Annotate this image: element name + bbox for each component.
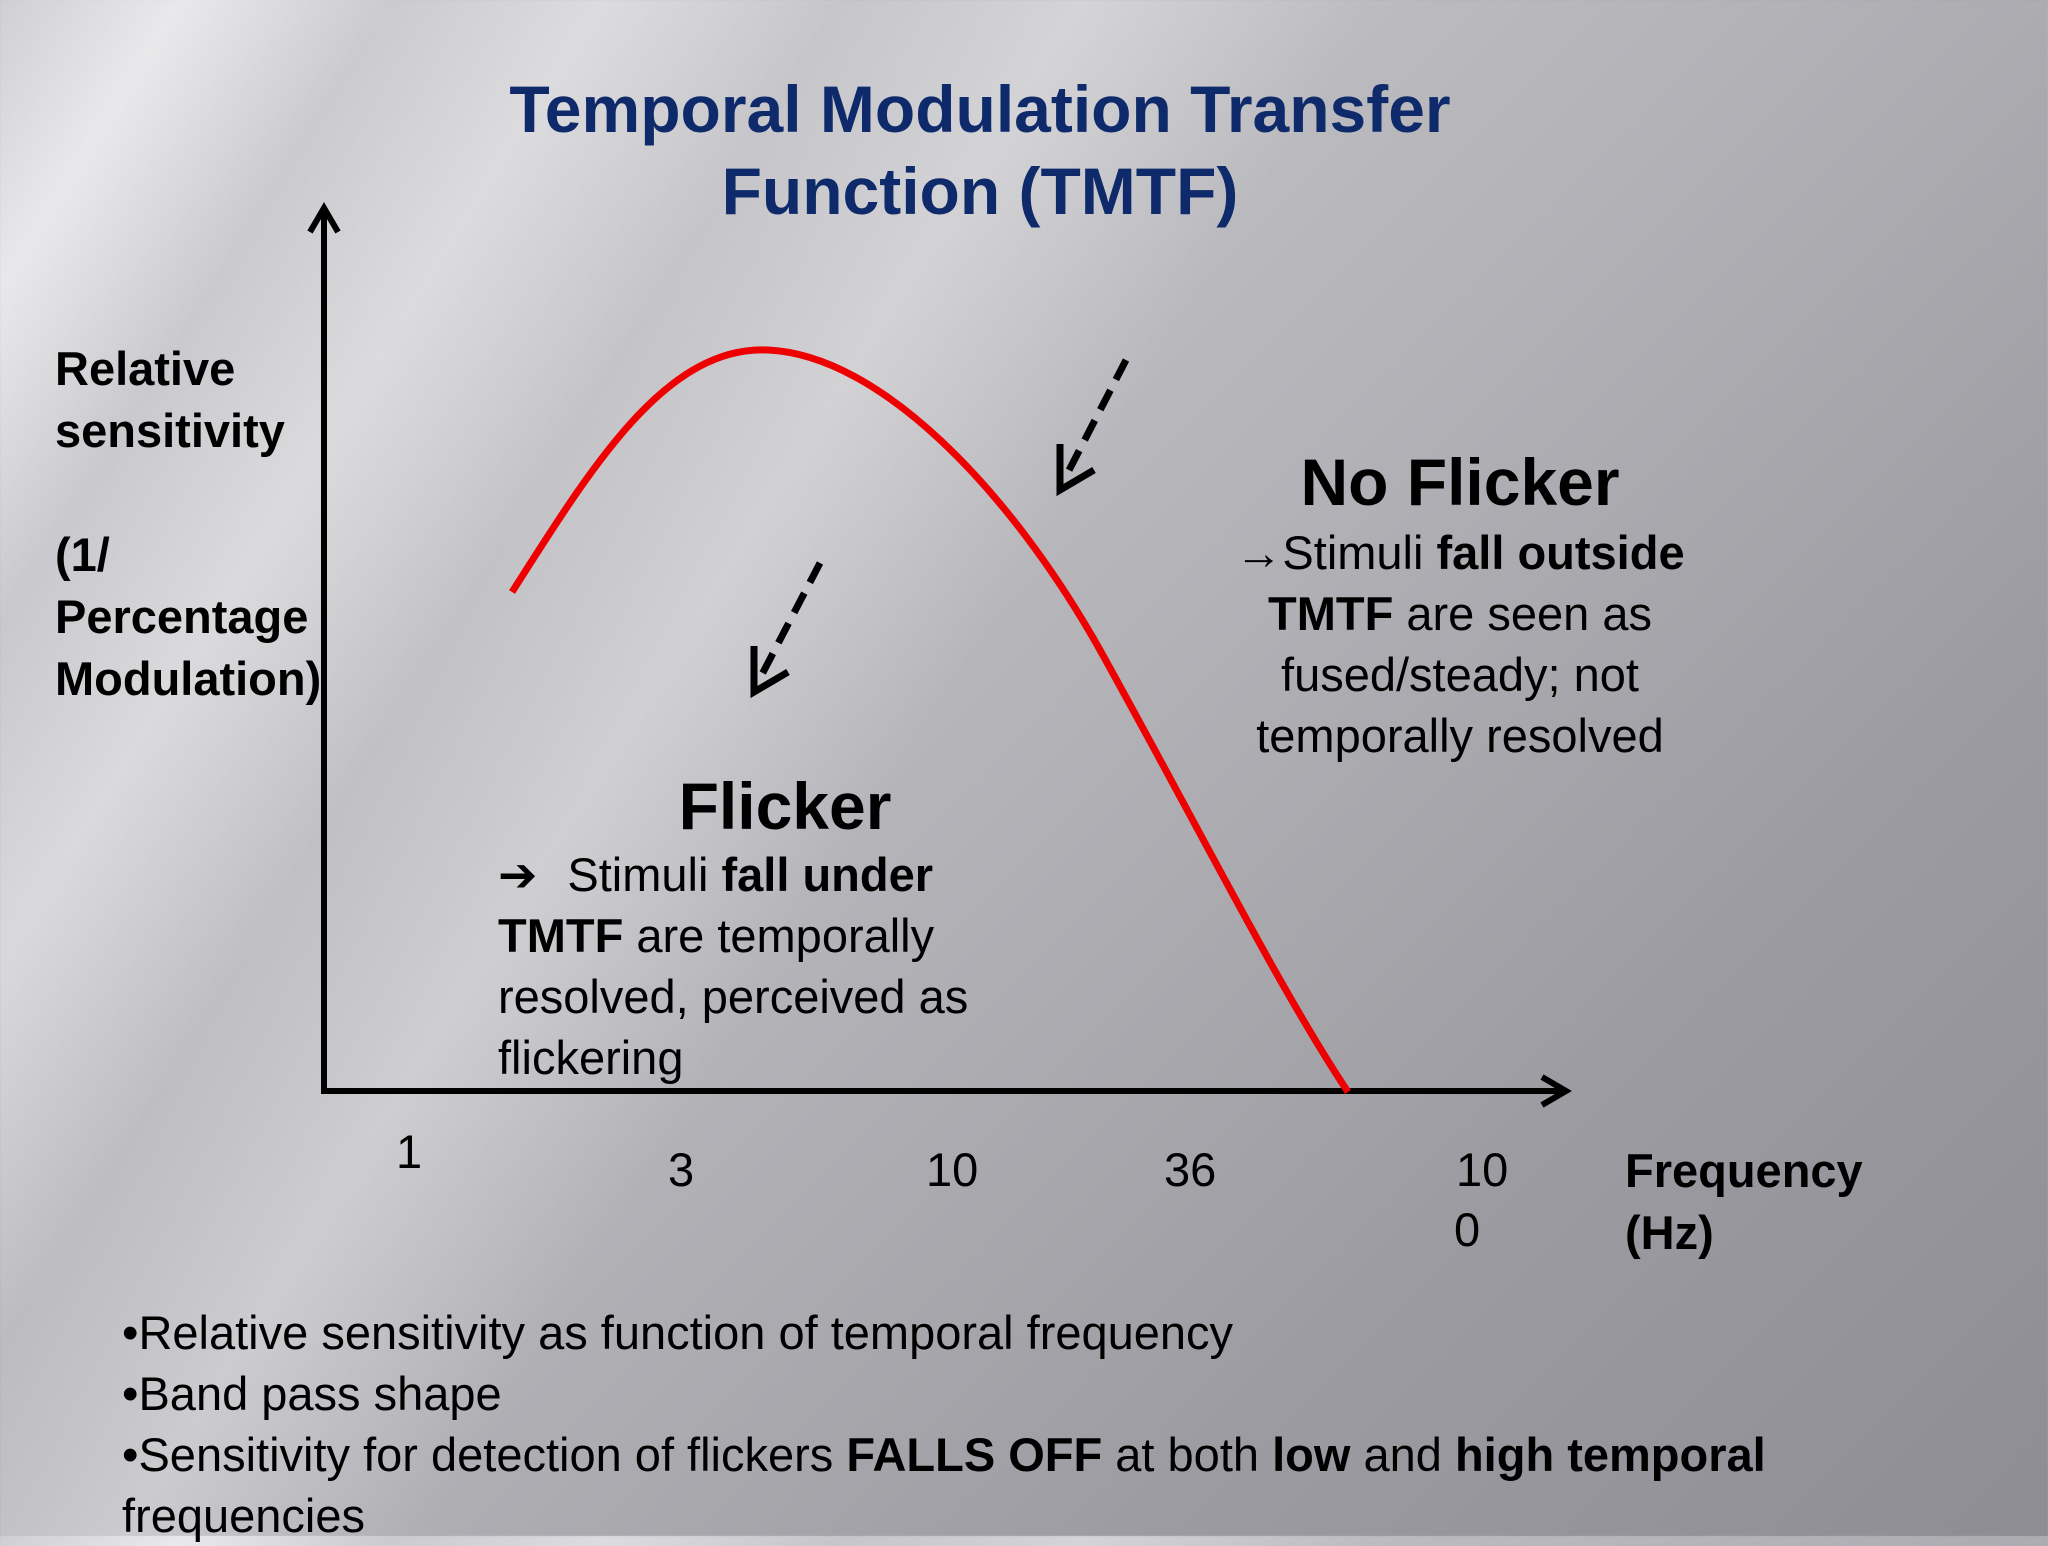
- bullet-list: •Relative sensitivity as function of tem…: [122, 1302, 2022, 1546]
- flicker-description: ➔ Stimuli fall under TMTF are temporally …: [498, 848, 969, 1084]
- title-line-2: Function (TMTF): [721, 154, 1239, 228]
- title-line-1: Temporal Modulation Transfer: [509, 72, 1451, 146]
- x-tick-36: 36: [1164, 1143, 1217, 1196]
- dashed-arrow-no-flicker: [1056, 358, 1130, 497]
- no-flicker-arrow: →: [1235, 526, 1283, 579]
- y-axis: [307, 202, 341, 1092]
- flicker-arrow: ➔: [498, 848, 538, 901]
- no-flicker-description: →Stimuli fall outside TMTF are seen as f…: [1235, 526, 1685, 762]
- bullet-3-continued: frequencies: [122, 1489, 365, 1542]
- bullet-3: •Sensitivity for detection of flickers F…: [122, 1428, 1766, 1481]
- x-tick-100-part-2: 0: [1454, 1203, 1481, 1256]
- y-axis-label: Relative sensitivity (1/ Percentage Modu…: [55, 338, 321, 710]
- x-tick-3: 3: [668, 1143, 695, 1196]
- no-flicker-title: No Flicker: [1300, 445, 1620, 519]
- y-label-line-3: (1/: [55, 528, 110, 581]
- x-tick-100-part-1: 10: [1456, 1143, 1509, 1196]
- x-label-line-2: (Hz): [1625, 1206, 1714, 1259]
- y-label-line-2: sensitivity: [55, 404, 285, 457]
- x-axis: [321, 1074, 1572, 1108]
- y-label-line-4: Percentage: [55, 590, 309, 643]
- dashed-arrow-flicker: [750, 561, 824, 699]
- x-axis-label: Frequency (Hz): [1625, 1140, 1863, 1264]
- y-label-line-1: Relative: [55, 342, 236, 395]
- bullet-2: •Band pass shape: [122, 1367, 502, 1420]
- slide-title: Temporal Modulation Transfer Function (T…: [380, 68, 1580, 232]
- flicker-title: Flicker: [678, 769, 892, 843]
- x-tick-1: 1: [396, 1125, 423, 1178]
- x-tick-10: 10: [926, 1143, 979, 1196]
- bullet-1: •Relative sensitivity as function of tem…: [122, 1306, 1234, 1359]
- x-label-line-1: Frequency: [1625, 1144, 1863, 1197]
- tmtf-curve: [509, 346, 1351, 1094]
- y-label-line-5: Modulation): [55, 652, 322, 705]
